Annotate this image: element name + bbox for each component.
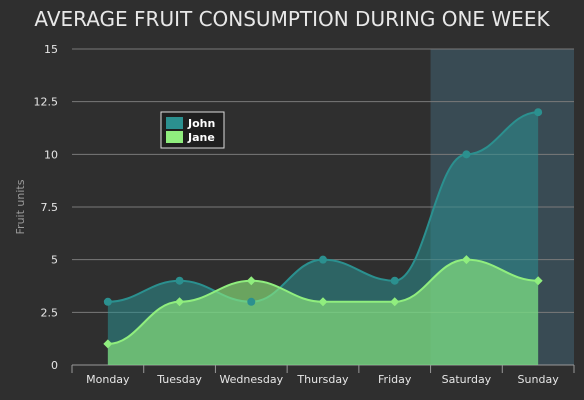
data-point-john: [319, 255, 327, 264]
y-tick-label: 0: [51, 359, 58, 372]
series-area-jane: [107, 259, 539, 365]
chart-title: AVERAGE FRUIT CONSUMPTION DURING ONE WEE…: [34, 7, 550, 31]
y-tick-label: 5: [51, 254, 58, 267]
data-point-jane: [175, 297, 185, 307]
data-point-john: [534, 108, 543, 117]
data-point-jane: [390, 297, 400, 307]
legend-swatch-jane: [166, 131, 183, 143]
legend-label-john: John: [187, 117, 215, 130]
x-tick-label: Sunday: [518, 373, 560, 386]
data-point-john: [462, 150, 471, 159]
x-tick-label: Friday: [378, 373, 412, 386]
x-tick-label: Monday: [86, 373, 130, 386]
legend-label-jane: Jane: [187, 131, 215, 144]
y-tick-label: 10: [44, 148, 58, 161]
data-point-jane: [318, 297, 328, 307]
data-point-john: [390, 276, 399, 285]
y-tick-label: 15: [44, 43, 58, 56]
y-tick-label: 2.5: [41, 306, 59, 319]
x-tick-label: Saturday: [442, 373, 492, 386]
data-point-jane: [103, 339, 113, 349]
data-point-jane: [246, 276, 256, 286]
legend-swatch-john: [166, 117, 183, 129]
data-point-jane: [533, 276, 543, 286]
data-point-john: [247, 297, 256, 306]
data-point-jane: [461, 255, 471, 265]
y-tick-label: 7.5: [41, 201, 59, 214]
y-axis-label: Fruit units: [14, 179, 27, 234]
data-point-john: [103, 297, 112, 306]
x-tick-label: Tuesday: [156, 373, 202, 386]
x-tick-label: Thursday: [296, 373, 349, 386]
data-point-john: [175, 276, 184, 285]
x-tick-label: Wednesday: [219, 373, 283, 386]
y-tick-label: 12.5: [34, 96, 59, 109]
